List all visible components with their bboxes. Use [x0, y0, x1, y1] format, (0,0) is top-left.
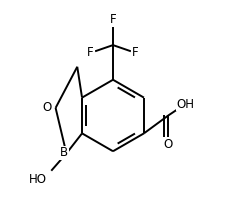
Text: HO: HO	[29, 173, 47, 186]
Text: OH: OH	[176, 97, 194, 111]
Text: F: F	[87, 46, 94, 59]
Text: F: F	[131, 46, 138, 59]
Text: O: O	[42, 101, 51, 114]
Text: B: B	[60, 146, 68, 160]
Text: O: O	[163, 138, 172, 151]
Text: F: F	[109, 13, 116, 26]
